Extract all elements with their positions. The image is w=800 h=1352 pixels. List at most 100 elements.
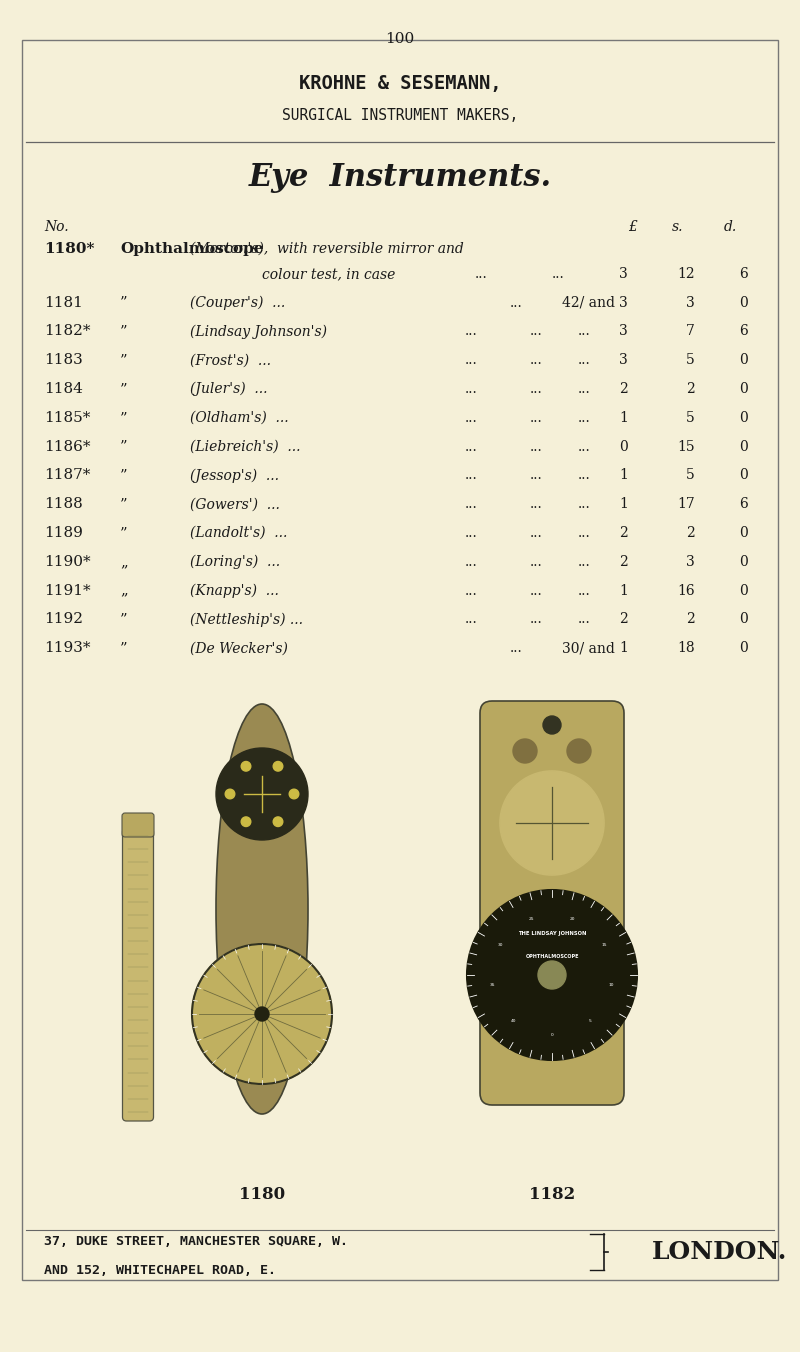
- Text: ”: ”: [120, 383, 127, 396]
- Circle shape: [290, 790, 299, 799]
- Text: 2: 2: [619, 612, 628, 626]
- Text: 1: 1: [619, 468, 628, 483]
- Text: 18: 18: [678, 641, 695, 656]
- Text: 3: 3: [619, 353, 628, 368]
- Text: 30/ and: 30/ and: [562, 641, 615, 656]
- Text: ...: ...: [465, 439, 478, 454]
- Text: 1186*: 1186*: [44, 439, 90, 454]
- Text: 42/ and: 42/ and: [562, 296, 615, 310]
- Text: 1189: 1189: [44, 526, 83, 539]
- Text: 2: 2: [619, 526, 628, 539]
- Text: ...: ...: [465, 584, 478, 598]
- Text: (Juler's)  ...: (Juler's) ...: [190, 383, 267, 396]
- Text: ”: ”: [120, 468, 127, 483]
- Text: LONDON.: LONDON.: [652, 1240, 787, 1264]
- Text: (Nettleship's) ...: (Nettleship's) ...: [190, 612, 303, 627]
- Circle shape: [500, 771, 604, 875]
- Text: 20: 20: [570, 917, 575, 921]
- Text: ...: ...: [530, 411, 542, 425]
- Text: 1181: 1181: [44, 296, 83, 310]
- Text: 0: 0: [550, 1033, 554, 1037]
- Text: 10: 10: [608, 983, 614, 987]
- Text: (Frost's)  ...: (Frost's) ...: [190, 353, 271, 368]
- Text: 0: 0: [739, 612, 748, 626]
- Text: ...: ...: [578, 353, 590, 368]
- Text: AND 152, WHITECHAPEL ROAD, E.: AND 152, WHITECHAPEL ROAD, E.: [44, 1264, 276, 1278]
- Text: ”: ”: [120, 411, 127, 425]
- Text: ...: ...: [465, 411, 478, 425]
- Text: (Liebreich's)  ...: (Liebreich's) ...: [190, 439, 301, 454]
- Text: (Landolt's)  ...: (Landolt's) ...: [190, 526, 287, 539]
- Text: Eye  Instruments.: Eye Instruments.: [249, 162, 551, 193]
- Text: 0: 0: [739, 383, 748, 396]
- Text: 0: 0: [739, 641, 748, 656]
- Text: No.: No.: [44, 220, 69, 234]
- Text: 0: 0: [739, 584, 748, 598]
- Text: ...: ...: [578, 439, 590, 454]
- Text: ...: ...: [530, 353, 542, 368]
- Text: 1: 1: [619, 641, 628, 656]
- Text: ...: ...: [530, 439, 542, 454]
- Text: 0: 0: [619, 439, 628, 454]
- Text: ”: ”: [120, 526, 127, 539]
- Text: 0: 0: [739, 526, 748, 539]
- Text: 1180: 1180: [239, 1186, 285, 1203]
- Text: 1: 1: [619, 498, 628, 511]
- Circle shape: [538, 961, 566, 990]
- Text: 6: 6: [739, 266, 748, 281]
- Circle shape: [273, 761, 283, 771]
- Text: 2: 2: [619, 383, 628, 396]
- Text: ...: ...: [578, 383, 590, 396]
- Text: ...: ...: [465, 324, 478, 338]
- Text: ...: ...: [465, 612, 478, 626]
- Text: „: „: [120, 554, 128, 569]
- Text: 1: 1: [619, 584, 628, 598]
- Text: 1192: 1192: [44, 612, 83, 626]
- Text: ...: ...: [530, 584, 542, 598]
- Text: 6: 6: [739, 498, 748, 511]
- Text: d.: d.: [724, 220, 738, 234]
- Text: ...: ...: [552, 266, 565, 281]
- Text: 2: 2: [686, 383, 695, 396]
- Circle shape: [255, 1007, 269, 1021]
- Text: 0: 0: [739, 296, 748, 310]
- Text: 40: 40: [510, 1019, 516, 1023]
- Text: 25: 25: [529, 917, 534, 921]
- Text: 35: 35: [490, 983, 496, 987]
- Text: 1188: 1188: [44, 498, 82, 511]
- FancyBboxPatch shape: [122, 813, 154, 837]
- Ellipse shape: [216, 704, 308, 1114]
- Text: ...: ...: [530, 526, 542, 539]
- FancyBboxPatch shape: [122, 827, 154, 1121]
- Text: 1: 1: [619, 411, 628, 425]
- Circle shape: [543, 717, 561, 734]
- Text: 12: 12: [678, 266, 695, 281]
- Text: ...: ...: [510, 641, 522, 656]
- Text: (Morton's),  with reversible mirror and: (Morton's), with reversible mirror and: [190, 242, 464, 256]
- Text: colour test, in case: colour test, in case: [262, 266, 395, 281]
- Text: 2: 2: [686, 526, 695, 539]
- Text: ...: ...: [578, 411, 590, 425]
- Text: ...: ...: [578, 584, 590, 598]
- Text: 5: 5: [589, 1019, 592, 1023]
- Text: ”: ”: [120, 296, 127, 310]
- Text: 2: 2: [619, 554, 628, 569]
- Text: 1183: 1183: [44, 353, 82, 368]
- Text: ...: ...: [510, 296, 522, 310]
- Text: ”: ”: [120, 353, 127, 368]
- Text: ...: ...: [465, 526, 478, 539]
- Text: 5: 5: [686, 468, 695, 483]
- Text: ”: ”: [120, 641, 127, 656]
- Text: ...: ...: [465, 383, 478, 396]
- Text: 30: 30: [498, 942, 502, 946]
- Text: 16: 16: [678, 584, 695, 598]
- Text: 0: 0: [739, 411, 748, 425]
- Text: 15: 15: [601, 942, 606, 946]
- Text: ...: ...: [530, 554, 542, 569]
- Circle shape: [467, 890, 637, 1060]
- Text: „: „: [120, 584, 128, 598]
- Text: 1191*: 1191*: [44, 584, 90, 598]
- Text: ...: ...: [578, 526, 590, 539]
- Text: 17: 17: [678, 498, 695, 511]
- Text: ...: ...: [578, 468, 590, 483]
